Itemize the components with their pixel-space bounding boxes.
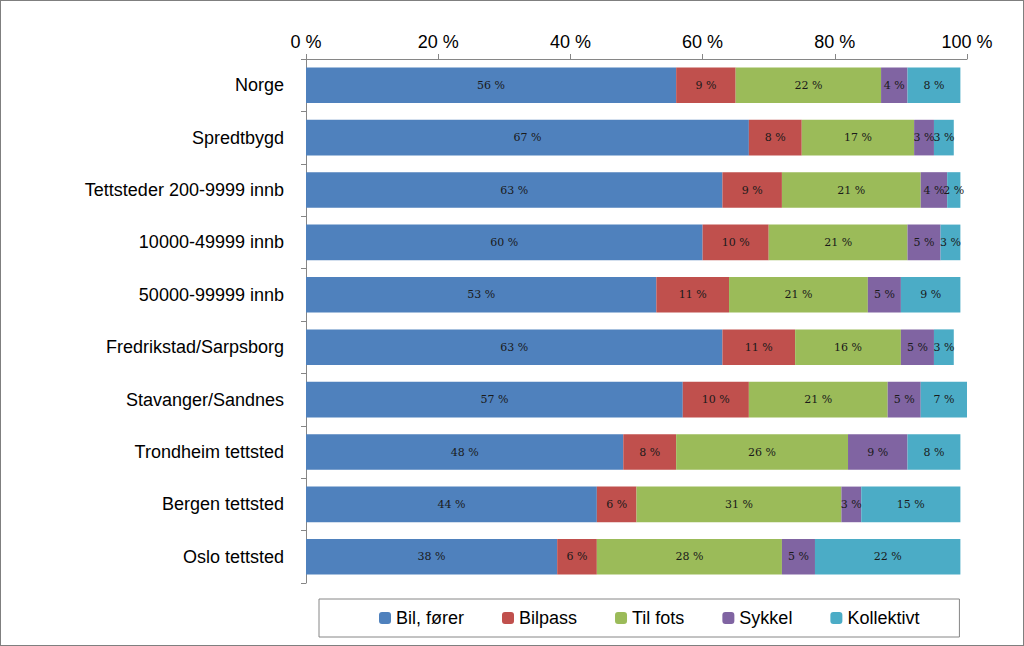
svg-text:40 %: 40 % — [550, 32, 591, 52]
svg-text:8 %: 8 % — [923, 79, 944, 92]
svg-text:8 %: 8 % — [765, 131, 786, 144]
svg-text:63 %: 63 % — [500, 341, 528, 354]
svg-text:9 %: 9 % — [867, 446, 888, 459]
svg-text:10000-49999 innb: 10000-49999 innb — [139, 232, 284, 252]
svg-text:9 %: 9 % — [742, 184, 763, 197]
svg-text:Spredtbygd: Spredtbygd — [192, 128, 284, 148]
svg-text:5 %: 5 % — [894, 393, 915, 406]
svg-text:3 %: 3 % — [933, 341, 954, 354]
svg-text:9 %: 9 % — [695, 79, 716, 92]
svg-text:20 %: 20 % — [418, 32, 459, 52]
svg-text:Sykkel: Sykkel — [739, 608, 792, 628]
svg-text:Bergen tettsted: Bergen tettsted — [162, 494, 284, 514]
svg-text:0 %: 0 % — [290, 32, 321, 52]
svg-text:28 %: 28 % — [675, 550, 703, 563]
svg-text:Kollektivt: Kollektivt — [847, 608, 919, 628]
svg-text:16 %: 16 % — [834, 341, 862, 354]
svg-text:10 %: 10 % — [702, 393, 730, 406]
svg-text:3 %: 3 % — [940, 236, 961, 249]
svg-text:21 %: 21 % — [837, 184, 865, 197]
svg-text:38 %: 38 % — [418, 550, 446, 563]
svg-text:22 %: 22 % — [874, 550, 902, 563]
svg-text:5 %: 5 % — [874, 288, 895, 301]
svg-text:63 %: 63 % — [500, 184, 528, 197]
svg-text:67 %: 67 % — [513, 131, 541, 144]
svg-text:3 %: 3 % — [914, 131, 935, 144]
svg-text:6 %: 6 % — [606, 498, 627, 511]
svg-text:11 %: 11 % — [679, 288, 707, 301]
svg-text:5 %: 5 % — [788, 550, 809, 563]
svg-text:48 %: 48 % — [451, 446, 479, 459]
svg-text:8 %: 8 % — [639, 446, 660, 459]
svg-text:56 %: 56 % — [477, 79, 505, 92]
svg-text:4 %: 4 % — [884, 79, 905, 92]
svg-text:57 %: 57 % — [480, 393, 508, 406]
svg-text:8 %: 8 % — [923, 446, 944, 459]
svg-text:21 %: 21 % — [824, 236, 852, 249]
svg-text:4 %: 4 % — [923, 184, 944, 197]
svg-text:9 %: 9 % — [920, 288, 941, 301]
svg-text:5 %: 5 % — [907, 341, 928, 354]
svg-text:22 %: 22 % — [794, 79, 822, 92]
svg-text:21 %: 21 % — [784, 288, 812, 301]
svg-text:Oslo tettsted: Oslo tettsted — [183, 547, 284, 567]
svg-text:80 %: 80 % — [814, 32, 855, 52]
svg-text:3 %: 3 % — [841, 498, 862, 511]
svg-text:5 %: 5 % — [914, 236, 935, 249]
svg-text:Til fots: Til fots — [632, 608, 684, 628]
svg-text:2 %: 2 % — [943, 184, 964, 197]
svg-text:60 %: 60 % — [682, 32, 723, 52]
svg-text:6 %: 6 % — [567, 550, 588, 563]
svg-text:17 %: 17 % — [844, 131, 872, 144]
svg-text:Trondheim tettsted: Trondheim tettsted — [135, 442, 284, 462]
svg-text:31 %: 31 % — [725, 498, 753, 511]
svg-text:Bilpass: Bilpass — [519, 608, 577, 628]
svg-text:100 %: 100 % — [941, 32, 992, 52]
svg-text:Norge: Norge — [235, 75, 284, 95]
svg-text:7 %: 7 % — [933, 393, 954, 406]
svg-text:15 %: 15 % — [897, 498, 925, 511]
svg-text:3 %: 3 % — [933, 131, 954, 144]
svg-text:44 %: 44 % — [437, 498, 465, 511]
svg-text:60 %: 60 % — [490, 236, 518, 249]
svg-text:50000-99999 innb: 50000-99999 innb — [139, 285, 284, 305]
svg-text:11 %: 11 % — [745, 341, 773, 354]
svg-text:Bil, fører: Bil, fører — [396, 608, 464, 628]
svg-text:26 %: 26 % — [748, 446, 776, 459]
svg-text:10 %: 10 % — [722, 236, 750, 249]
svg-text:Fredrikstad/Sarpsborg: Fredrikstad/Sarpsborg — [106, 337, 284, 357]
svg-text:Tettsteder 200-9999 innb: Tettsteder 200-9999 innb — [85, 180, 284, 200]
svg-text:Stavanger/Sandnes: Stavanger/Sandnes — [126, 390, 284, 410]
svg-text:53 %: 53 % — [467, 288, 495, 301]
svg-text:21 %: 21 % — [804, 393, 832, 406]
